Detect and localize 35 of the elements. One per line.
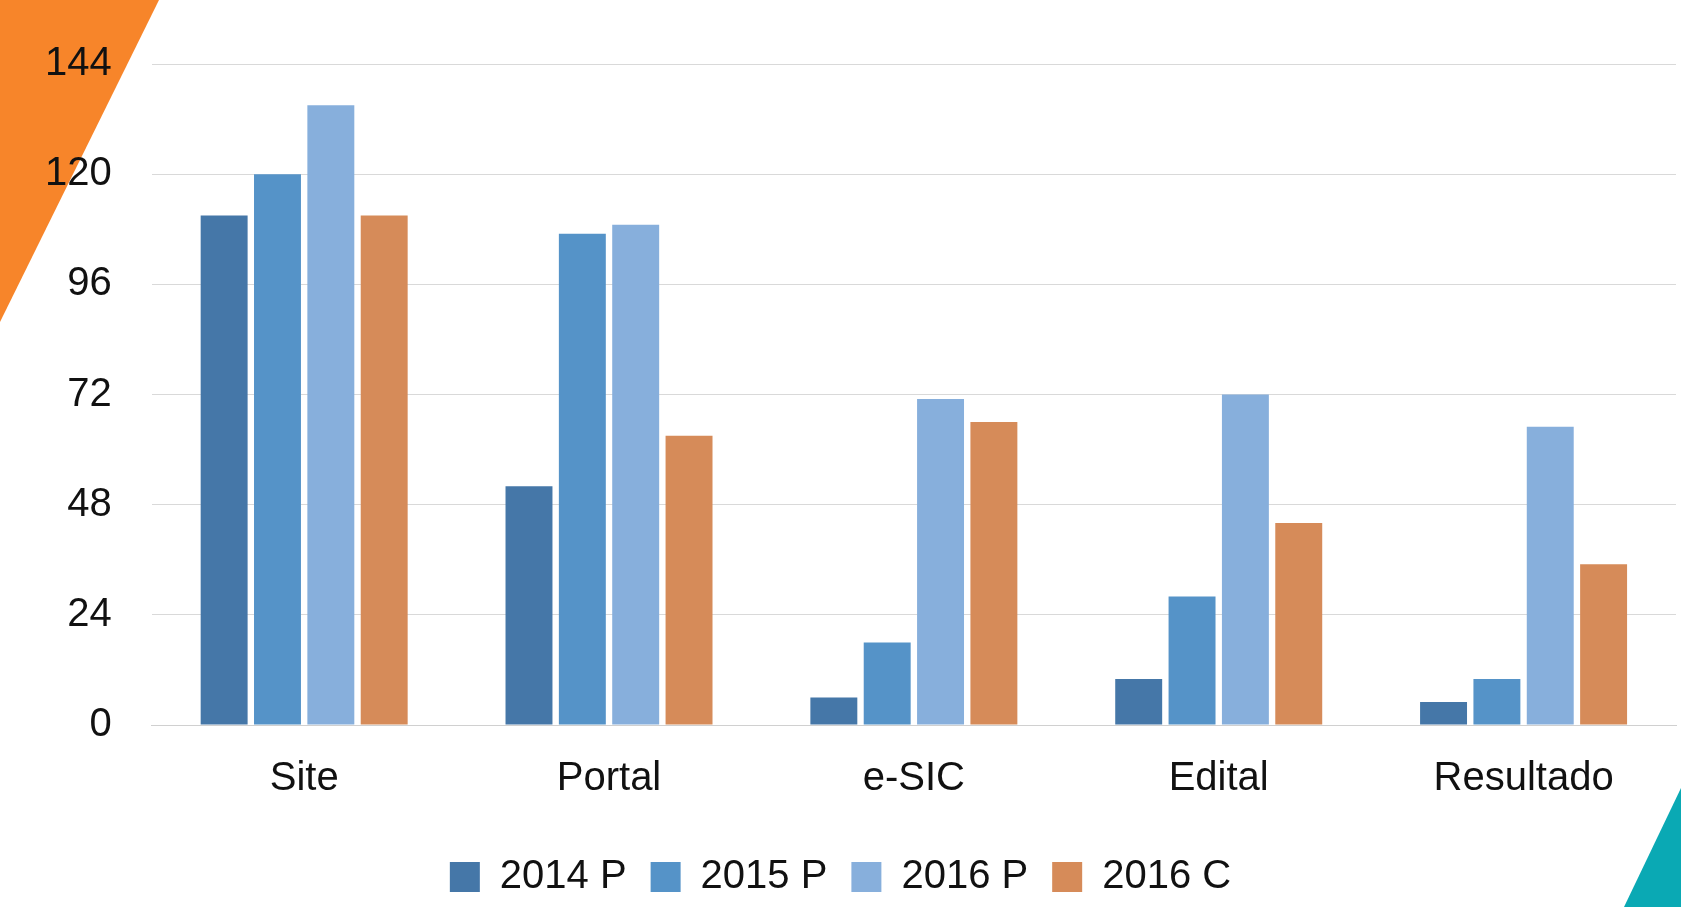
- bar: [558, 233, 606, 725]
- legend-label: 2014 P: [499, 852, 627, 897]
- bar: [665, 435, 713, 725]
- legend-label: 2016 C: [1102, 852, 1232, 897]
- y-tick-label: 48: [67, 479, 112, 524]
- bar: [200, 215, 248, 725]
- bar: [970, 422, 1018, 725]
- bar: [360, 215, 408, 725]
- bar: [1473, 679, 1521, 725]
- x-tick-label: Site: [269, 754, 339, 799]
- y-tick-label: 24: [67, 589, 112, 634]
- x-tick-label: e-SIC: [862, 754, 965, 799]
- x-tick-label: Resultado: [1433, 754, 1614, 799]
- bar: [1580, 564, 1628, 725]
- legend-label: 2015 P: [700, 852, 828, 897]
- legend-label: 2016 P: [901, 852, 1029, 897]
- bar: [917, 399, 965, 725]
- y-tick-label: 0: [89, 700, 112, 745]
- bar: [612, 224, 660, 725]
- bar: [505, 486, 553, 725]
- y-tick-label: 144: [44, 39, 112, 84]
- bar: [1221, 394, 1269, 725]
- bar: [254, 174, 301, 725]
- bar: [307, 105, 355, 725]
- x-tick-label: Portal: [556, 754, 662, 799]
- bar: [1115, 679, 1163, 725]
- bar: [1275, 523, 1323, 725]
- bar: [863, 642, 911, 725]
- y-tick-label: 72: [67, 369, 112, 414]
- x-tick-label: Edital: [1168, 754, 1269, 799]
- bar: [1168, 596, 1216, 725]
- bar: [1526, 426, 1574, 725]
- bar: [810, 697, 858, 725]
- bar: [1420, 702, 1468, 725]
- y-tick-label: 96: [67, 259, 112, 304]
